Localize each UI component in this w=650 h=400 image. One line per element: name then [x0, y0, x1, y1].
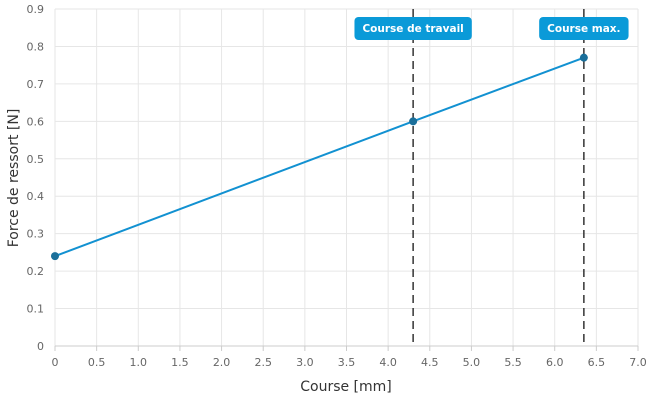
x-tick-label: 6.0: [546, 356, 564, 369]
x-tick-label: 1.0: [130, 356, 148, 369]
x-tick-label: 3.0: [296, 356, 314, 369]
y-tick-label: 0.2: [27, 265, 45, 278]
marker-label-text: Course de travail: [362, 23, 463, 35]
data-point: [51, 252, 59, 261]
data-point: [579, 53, 588, 62]
y-tick-label: 0.9: [27, 3, 45, 16]
y-tick-label: 0.6: [27, 115, 45, 128]
x-tick-label: 3.5: [338, 356, 356, 369]
y-tick-label: 0.1: [27, 303, 45, 316]
x-tick-label: 4.5: [421, 356, 439, 369]
x-axis-title: Course [mm]: [300, 379, 392, 395]
series-line: [54, 56, 585, 258]
x-tick-label: 2.0: [213, 356, 231, 369]
data-point: [409, 117, 418, 126]
y-axis-title: Force de ressort [N]: [6, 109, 22, 248]
marker-label-text: Course max.: [547, 23, 620, 35]
marker-labels: Course de travail Course max.: [354, 17, 629, 40]
marker-label-box: [539, 17, 629, 40]
x-tick-label: 1.5: [171, 356, 189, 369]
marker-label: Course max.: [539, 17, 629, 40]
y-tick-label: 0.7: [27, 78, 45, 91]
x-tick-label: 2.5: [254, 356, 272, 369]
marker-label: Course de travail: [354, 17, 472, 40]
x-tick-label: 6.5: [588, 356, 606, 369]
x-tick-label: 5.5: [504, 356, 522, 369]
y-axis: 0 0.1 0.2 0.3 0.4 0.5 0.6 0.7 0.8 0.9: [27, 3, 45, 353]
y-tick-label: 0.4: [27, 190, 45, 203]
y-tick-label: 0.3: [27, 228, 45, 241]
series: [51, 53, 588, 261]
x-axis: 0 0.5 1.0 1.5 2.0 2.5 3.0 3.5 4.0 4.5 5.0 5.5 6.0 6.5…: [52, 345, 647, 369]
marker-label-box: [354, 17, 472, 40]
marker-lines: [412, 9, 585, 346]
y-tick-label: 0.5: [27, 153, 45, 166]
x-tick-label: 0: [52, 356, 59, 369]
x-tick-label: 5.0: [463, 356, 481, 369]
y-tick-label: 0: [37, 340, 44, 353]
y-tick-label: 0.8: [27, 40, 45, 53]
x-tick-label: 4.0: [379, 356, 397, 369]
x-tick-label: 7.0: [629, 356, 647, 369]
grid: [54, 8, 639, 347]
x-tick-label: 0.5: [88, 356, 106, 369]
